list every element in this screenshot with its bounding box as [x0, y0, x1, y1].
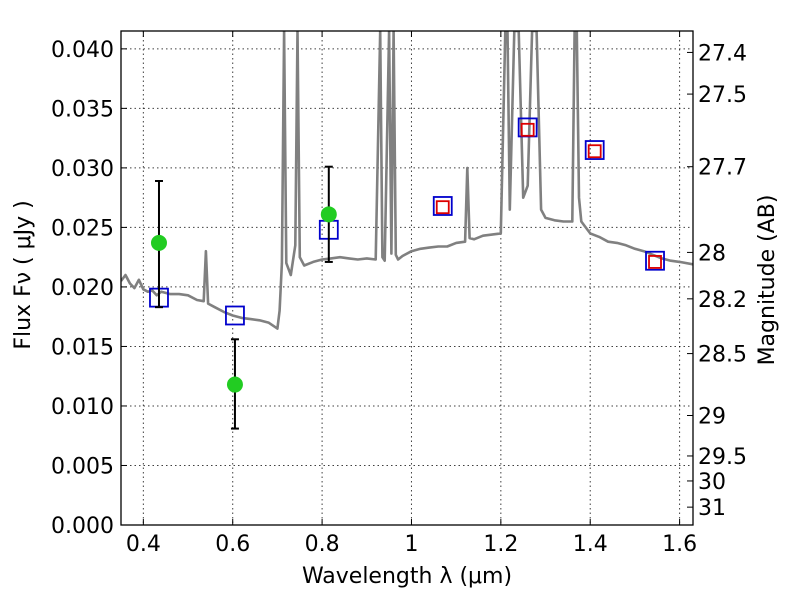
x-tick-label: 1: [404, 532, 418, 557]
photometry-square-marker: [645, 250, 665, 271]
measurement-point: [150, 234, 167, 251]
right-tick-label: 31: [698, 496, 726, 521]
right-tick-label: 28: [698, 241, 726, 266]
measurement-point: [320, 206, 337, 223]
photometry-square-marker: [432, 196, 453, 216]
right-tick-label: 28.2: [698, 288, 747, 313]
right-tick-label: 30: [698, 470, 726, 495]
right-tick-label: 27.4: [698, 41, 747, 66]
y-tick-label: 0.005: [51, 454, 114, 479]
measurement-point: [226, 376, 243, 393]
right-tick-label: 28.5: [698, 343, 747, 368]
right-tick-label: 29.5: [698, 445, 747, 470]
x-tick-label: 1.4: [573, 532, 608, 557]
photometry-square-marker: [587, 144, 602, 159]
y-tick-label: 0.015: [51, 335, 114, 360]
right-tick-label: 27.7: [698, 156, 747, 181]
x-axis-label: Wavelength λ (μm): [302, 564, 512, 589]
x-tick-label: 0.4: [126, 532, 161, 557]
plot-frame: [120, 30, 694, 526]
y-tick-label: 0.030: [51, 157, 114, 182]
y-tick-label: 0.035: [51, 97, 114, 122]
y-tick-label: 0.010: [51, 395, 114, 420]
photometry-square-marker: [225, 305, 245, 326]
y-tick-label: 0.025: [51, 216, 114, 241]
photometry-square-marker: [520, 122, 535, 137]
photometry-square-marker: [435, 200, 450, 215]
x-tick-label: 0.6: [215, 532, 250, 557]
x-tick-label: 1.2: [483, 532, 518, 557]
x-tick-label: 0.8: [305, 532, 340, 557]
y-tick-label: 0.000: [51, 514, 114, 539]
right-tick-label: 27.5: [698, 83, 747, 108]
plot-marks: [121, 31, 693, 430]
x-tick-label: 1.6: [662, 532, 697, 557]
photometry-square-marker: [648, 255, 662, 269]
y-tick-label: 0.040: [51, 38, 114, 63]
y-tick-label: 0.020: [51, 276, 114, 301]
axes: 0.4 0.6 0.8 1 1.2 1.4 1.6 0.000 0.005 0.010 0.015 0…: [51, 31, 747, 557]
y-axis-label: Flux Fν ( μJy ): [11, 200, 36, 349]
spectrum-line: [121, 31, 693, 330]
right-axis-label: Magnitude (AB): [755, 195, 780, 366]
right-tick-label: 29: [698, 404, 726, 429]
photometry-square-marker: [584, 140, 605, 160]
